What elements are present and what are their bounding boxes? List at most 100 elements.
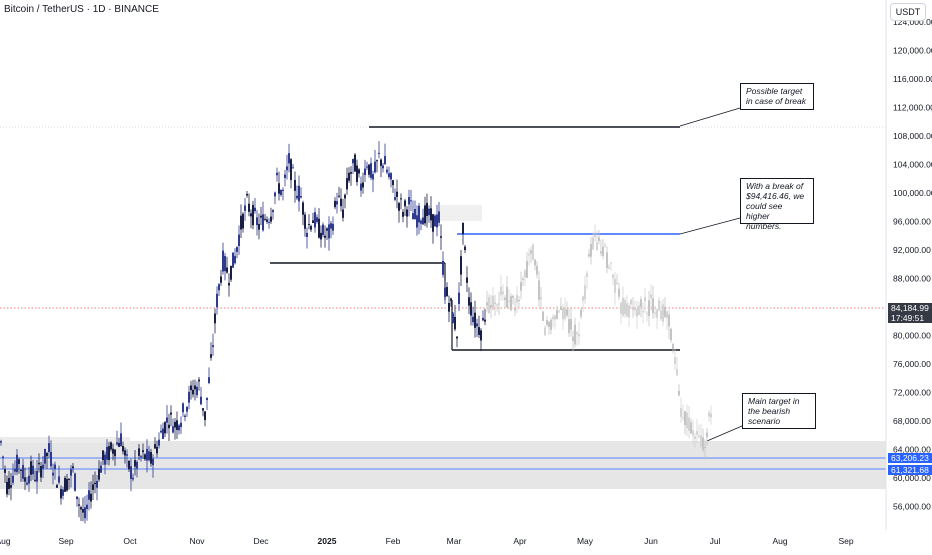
candle-body	[462, 222, 464, 234]
candle-body	[218, 284, 220, 291]
projection-candle-body	[630, 299, 632, 305]
candle-body	[106, 446, 108, 460]
projection-candle-body	[568, 319, 570, 334]
projection-candle-body	[674, 357, 676, 365]
candle-body	[158, 439, 160, 446]
candle-body	[460, 256, 462, 275]
candle-body	[280, 190, 282, 196]
projection-candle-body	[708, 412, 710, 417]
projection-candle-body	[492, 295, 494, 310]
price-tick-label: 108,000.00	[893, 131, 932, 141]
projection-candle-body	[694, 436, 696, 440]
candle-body	[456, 336, 458, 339]
candle-body	[98, 468, 100, 480]
candle-body	[182, 403, 184, 413]
candle-body	[20, 469, 22, 471]
candle-body	[236, 247, 238, 252]
candle-body	[342, 209, 344, 218]
candle-body	[116, 442, 118, 445]
candle-body	[358, 169, 360, 174]
candle-body	[232, 252, 234, 268]
projection-candle-body	[662, 304, 664, 322]
projection-candle-body	[584, 285, 586, 300]
candle-body	[482, 317, 484, 321]
projection-candle-body	[596, 242, 598, 251]
projection-candle-body	[676, 369, 678, 376]
projection-candle-body	[644, 297, 646, 302]
candle-body	[282, 189, 284, 191]
projection-candle-body	[624, 300, 626, 315]
candle-body	[202, 408, 204, 411]
countdown-value: 17:49:51	[891, 313, 925, 323]
projection-candle-body	[672, 343, 674, 349]
candle-body	[152, 458, 154, 466]
candle-body	[22, 464, 24, 479]
candle-body	[352, 159, 354, 164]
candle-body	[190, 385, 192, 391]
candle-body	[370, 163, 372, 178]
candle-body	[244, 205, 246, 211]
callout-bottom: Main target in the bearish scenario	[742, 393, 816, 429]
candle-body	[308, 224, 310, 226]
time-tick-label: Oct	[123, 536, 137, 546]
candle-body	[434, 215, 436, 227]
callout-top: Possible target in case of break	[740, 83, 814, 110]
candle-body	[94, 482, 96, 485]
projection-candle-body	[640, 299, 642, 307]
candle-body	[92, 484, 94, 490]
candle-body	[200, 396, 202, 405]
candle-body	[24, 477, 26, 482]
projection-candle-body	[540, 297, 542, 299]
projection-candle-body	[502, 291, 504, 295]
candle-body	[196, 386, 198, 396]
projection-candle-body	[616, 283, 618, 285]
candle-body	[450, 298, 452, 301]
demand-zone-left-shade	[0, 437, 130, 443]
candle-body	[480, 330, 482, 341]
projection-candle-body	[524, 270, 526, 278]
projection-candle-body	[514, 307, 516, 311]
time-tick-label: 2025	[318, 536, 337, 546]
candle-body	[58, 476, 60, 483]
projection-candle-body	[554, 315, 556, 320]
projection-candle-body	[620, 302, 622, 314]
projection-candle-body	[528, 254, 530, 256]
candle-body	[380, 159, 382, 166]
projection-candle-body	[556, 309, 558, 319]
candle-body	[100, 465, 102, 473]
candle-body	[274, 192, 276, 197]
projection-candle-body	[526, 261, 528, 278]
candle-body	[436, 214, 438, 228]
currency-button[interactable]: USDT	[890, 3, 926, 21]
candle-body	[52, 472, 54, 476]
projection-candle-body	[576, 332, 578, 335]
price-tick-label: 120,000.00	[893, 46, 932, 56]
candle-body	[332, 223, 334, 231]
candle-body	[142, 450, 144, 453]
candle-body	[184, 415, 186, 418]
projection-candle-body	[686, 412, 688, 429]
candle-body	[16, 454, 18, 473]
candle-body	[336, 201, 338, 205]
candle-body	[328, 224, 330, 239]
projection-candle-body	[648, 300, 650, 317]
candle-body	[360, 183, 362, 191]
candle-body	[338, 195, 340, 197]
projection-group	[486, 224, 712, 460]
candle-body	[186, 407, 188, 412]
candle-body	[334, 200, 336, 208]
projection-candle-body	[688, 417, 690, 431]
projection-candle-body	[632, 307, 634, 310]
projection-candle-body	[538, 280, 540, 300]
chart-title: Bitcoin / TetherUS · 1D · BINANCE	[4, 4, 159, 15]
candle-body	[204, 411, 206, 421]
price-tick-label: 100,000.00	[893, 188, 932, 198]
projection-candle-body	[592, 237, 594, 250]
candle-body	[150, 452, 152, 464]
candle-body	[454, 316, 456, 330]
candle-body	[6, 481, 8, 495]
candle-body	[234, 255, 236, 264]
candle-body	[448, 302, 450, 312]
